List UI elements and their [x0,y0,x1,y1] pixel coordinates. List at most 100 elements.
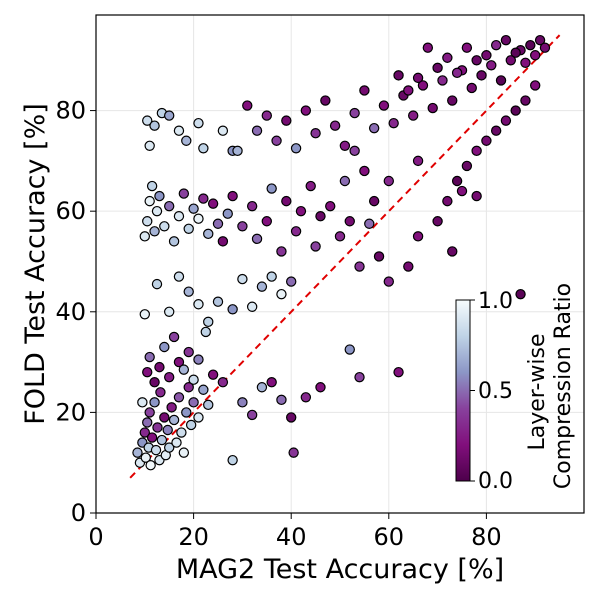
data-point [442,52,453,63]
data-point [163,110,175,121]
data-point [315,382,326,393]
data-point [534,34,546,46]
data-point [281,195,292,207]
data-point [162,424,173,436]
data-point [149,120,160,131]
data-point [276,246,287,257]
data-point [295,205,307,217]
data-point [168,331,180,343]
data-point [276,288,287,300]
data-point [520,57,531,68]
data-point [156,434,168,446]
data-point [539,42,551,53]
data-point [300,105,312,116]
data-point [217,236,229,247]
data-point [146,180,158,192]
data-point [520,95,531,106]
data-point [237,221,248,232]
data-point [144,195,155,207]
data-point [166,402,177,413]
data-point [150,444,162,456]
data-point [256,281,268,292]
data-point [168,414,180,426]
data-point [198,193,209,204]
data-point [320,95,331,106]
data-point [500,34,512,46]
data-point [173,211,185,222]
data-point [237,397,248,408]
data-point [198,384,209,395]
data-point [222,208,233,219]
data-point [173,392,185,403]
data-point [183,382,194,393]
data-point [349,107,360,119]
data-point [142,417,153,428]
colorbar-gradient [455,299,471,482]
data-point [256,382,268,393]
data-point [181,407,192,418]
data-point [471,145,482,157]
data-point [178,364,190,375]
data-point [525,39,536,51]
data-point [140,452,151,463]
data-point [173,356,185,368]
data-point [200,326,211,338]
data-point [447,95,458,106]
data-point [144,351,155,363]
data-point [344,216,355,227]
data-point [266,183,277,194]
data-point [261,110,272,121]
data-point [159,221,170,232]
data-point [251,125,263,136]
data-point [176,427,187,438]
data-point [412,72,424,84]
data-point [203,399,214,411]
data-point [339,175,351,187]
data-point [325,200,336,212]
data-points [132,34,551,471]
data-point [142,366,153,378]
data-point [393,366,404,378]
colorbar-tick-label: 0.5 [478,379,513,404]
data-point [451,67,463,79]
y-tick-label: 0 [71,499,86,527]
data-point [173,125,185,136]
data-point [246,301,258,312]
data-point [144,407,155,418]
data-point [300,392,312,403]
data-point [530,80,541,91]
data-point [183,286,194,297]
data-point [178,447,190,458]
data-point [368,122,380,134]
y-tick-label: 60 [55,197,86,225]
data-point [152,422,163,433]
data-point [442,195,453,207]
data-point [193,117,204,129]
data-point [466,82,477,94]
data-point [188,397,199,408]
data-point [139,427,150,438]
data-point [378,100,390,111]
data-point [447,246,458,257]
y-tick-label: 20 [55,398,86,426]
data-point [149,226,160,237]
colorbar: 1.0 0.5 0.0 Layer-wise Compression Ratio [455,283,576,494]
data-point [183,223,194,234]
data-point [288,447,299,458]
data-point [451,175,463,187]
data-point [481,50,492,61]
data-point [227,304,238,315]
data-point [530,50,541,61]
data-point [383,175,394,187]
data-point [246,200,258,212]
data-point [217,377,229,388]
data-point [383,276,394,287]
data-point [388,117,399,129]
data-point [151,278,163,290]
data-point [185,419,197,431]
data-point [403,85,414,96]
data-point [132,447,143,458]
data-point [305,180,316,192]
data-point [286,276,297,287]
